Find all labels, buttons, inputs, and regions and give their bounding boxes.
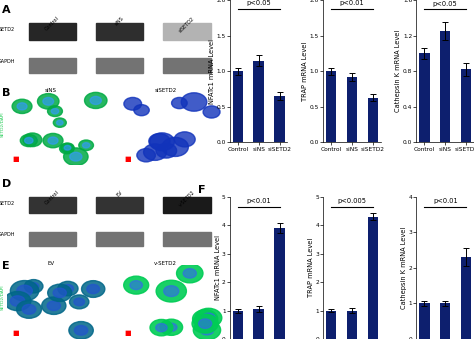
Bar	[254, 61, 264, 142]
Text: v-SETD2: v-SETD2	[154, 261, 177, 266]
Bar	[419, 54, 429, 142]
Text: D: D	[2, 179, 11, 188]
Text: SETD2/DAPI: SETD2/DAPI	[0, 111, 4, 137]
Text: siNS: siNS	[45, 88, 56, 93]
Y-axis label: Cathepsin K mRNA Level: Cathepsin K mRNA Level	[395, 30, 401, 112]
Bar	[274, 228, 285, 339]
Bar	[254, 309, 264, 339]
Bar	[326, 311, 336, 339]
Text: B: B	[2, 88, 11, 98]
Text: p<0.05: p<0.05	[433, 1, 457, 7]
Text: p<0.01: p<0.01	[340, 0, 364, 6]
Bar	[368, 98, 378, 142]
Text: A: A	[2, 5, 11, 15]
Text: siSETD2: siSETD2	[155, 88, 177, 93]
Bar	[346, 77, 357, 142]
Bar	[461, 257, 471, 339]
Bar	[419, 303, 429, 339]
Bar	[440, 303, 450, 339]
Y-axis label: NFATc1 mRNA Level: NFATc1 mRNA Level	[209, 39, 215, 104]
Text: p<0.01: p<0.01	[246, 198, 271, 204]
Y-axis label: TRAP mRNA Level: TRAP mRNA Level	[308, 238, 314, 297]
Text: EV: EV	[47, 261, 54, 266]
Y-axis label: TRAP mRNA Level: TRAP mRNA Level	[302, 42, 308, 101]
Bar	[368, 217, 378, 339]
Text: F: F	[198, 185, 206, 195]
Y-axis label: Cathepsin K mRNA Level: Cathepsin K mRNA Level	[401, 227, 407, 309]
Text: p<0.005: p<0.005	[337, 198, 366, 204]
Bar	[326, 71, 336, 142]
Bar	[233, 71, 243, 142]
Bar	[440, 31, 450, 142]
Bar	[274, 96, 285, 142]
Y-axis label: NFATc1 mRNA Level: NFATc1 mRNA Level	[215, 235, 220, 300]
Text: SETD2/DAPI: SETD2/DAPI	[0, 285, 4, 311]
Text: p<0.01: p<0.01	[433, 198, 457, 204]
Bar	[461, 69, 471, 142]
Text: p<0.05: p<0.05	[246, 0, 271, 6]
Text: E: E	[2, 261, 10, 271]
Bar	[346, 311, 357, 339]
Bar	[233, 311, 243, 339]
